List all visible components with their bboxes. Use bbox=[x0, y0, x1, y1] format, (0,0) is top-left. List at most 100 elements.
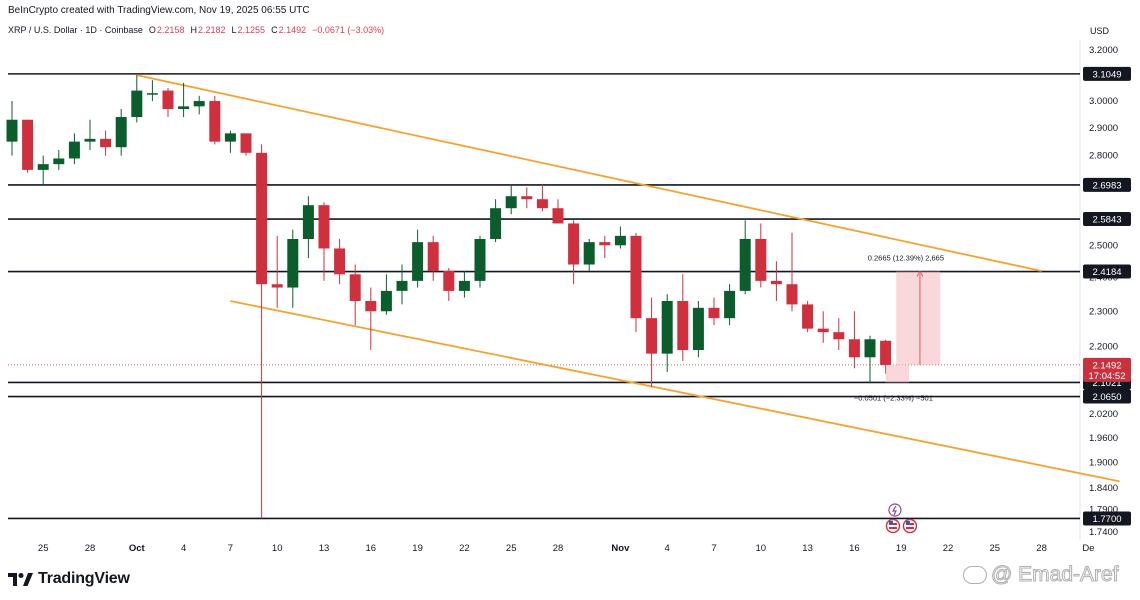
x-tick-label: 4 bbox=[181, 543, 186, 554]
measure-up-arrowhead bbox=[916, 270, 924, 277]
candle-body bbox=[427, 242, 439, 272]
channel-upper-line bbox=[136, 74, 1042, 272]
tradingview-logo-icon bbox=[8, 573, 33, 586]
candle-body bbox=[708, 307, 720, 319]
logo-text: TradingView bbox=[38, 570, 130, 587]
candle-body bbox=[770, 280, 782, 285]
x-tick-label: 19 bbox=[896, 543, 907, 554]
low-value: 2.1255 bbox=[237, 25, 266, 35]
open-label: O bbox=[148, 25, 156, 35]
x-tick-label: 25 bbox=[506, 543, 517, 554]
symbol-name: XRP / U.S. Dollar · 1D · Coinbase bbox=[8, 25, 143, 35]
x-tick-label: Nov bbox=[611, 543, 630, 554]
candle-body bbox=[6, 119, 18, 142]
candle-body bbox=[302, 205, 314, 239]
x-tick-label: 7 bbox=[711, 543, 716, 554]
high-value: 2.2182 bbox=[197, 25, 226, 35]
flag-stripe bbox=[905, 527, 914, 529]
currency-label: USD bbox=[1090, 26, 1110, 36]
candle-body bbox=[614, 235, 626, 246]
y-tick-label: 2.2000 bbox=[1089, 341, 1118, 352]
level-price-label: 2.0650 bbox=[1092, 392, 1121, 403]
candle-body bbox=[505, 196, 517, 209]
flag-canton bbox=[905, 521, 910, 525]
countdown-label: 17:04:52 bbox=[1089, 371, 1126, 382]
level-price-tag bbox=[1083, 212, 1131, 227]
x-tick-label: 4 bbox=[665, 543, 670, 554]
y-tick-label: 1.8400 bbox=[1089, 483, 1118, 494]
flag-stripe bbox=[888, 527, 897, 529]
level-price-tag bbox=[1083, 177, 1131, 192]
close-value: 2.1492 bbox=[278, 25, 307, 35]
candle-body bbox=[396, 280, 408, 291]
x-tick-label: 25 bbox=[38, 543, 49, 554]
x-tick-label: 22 bbox=[459, 543, 470, 554]
candle-body bbox=[287, 238, 299, 288]
candle-body bbox=[318, 205, 330, 249]
x-tick-label: 28 bbox=[1036, 543, 1047, 554]
tradingview-logo[interactable]: TradingView bbox=[8, 570, 130, 588]
watermark: @ Emad-Aref bbox=[963, 563, 1119, 587]
candle-body bbox=[536, 199, 548, 209]
chat-bubble-icon bbox=[963, 566, 987, 584]
x-tick-label: 16 bbox=[849, 543, 860, 554]
level-price-label: 1.7700 bbox=[1092, 514, 1121, 525]
candle-body bbox=[458, 280, 470, 291]
x-tick-label: 28 bbox=[553, 543, 564, 554]
level-price-label: 3.1049 bbox=[1092, 69, 1121, 80]
candle-body bbox=[131, 90, 143, 118]
candle-body bbox=[37, 164, 49, 170]
candle-body bbox=[677, 301, 689, 351]
x-tick-label: 7 bbox=[228, 543, 233, 554]
candle-body bbox=[271, 284, 283, 288]
candle-body bbox=[380, 290, 392, 312]
candle-body bbox=[490, 208, 502, 239]
candle-body bbox=[630, 235, 642, 319]
channel-lower-line bbox=[230, 300, 1120, 483]
measure-up-box bbox=[896, 271, 941, 365]
measure-up-label: 0.2665 (12.39%) 2,665 bbox=[868, 254, 944, 263]
level-price-tag bbox=[1083, 511, 1131, 526]
y-tick-label: 1.7900 bbox=[1089, 505, 1118, 516]
candle-body bbox=[178, 106, 190, 110]
close-label: C bbox=[271, 25, 278, 35]
y-tick-label: 2.3000 bbox=[1089, 306, 1118, 317]
candle-body bbox=[864, 339, 876, 358]
candle-body bbox=[880, 340, 892, 365]
candle-body bbox=[661, 301, 673, 354]
x-tick-label: 13 bbox=[319, 543, 330, 554]
high-label: H bbox=[190, 25, 197, 35]
x-tick-label: 13 bbox=[802, 543, 813, 554]
watermark-text: @ Emad-Aref bbox=[991, 563, 1120, 587]
candle-body bbox=[443, 271, 455, 291]
candle-body bbox=[224, 133, 236, 142]
candle-body bbox=[802, 304, 814, 329]
x-tick-label: 22 bbox=[943, 543, 954, 554]
candle-body bbox=[817, 328, 829, 333]
candle-body bbox=[256, 152, 268, 285]
x-tick-label: 16 bbox=[366, 543, 377, 554]
candle-body bbox=[583, 242, 595, 265]
symbol-legend: XRP / U.S. Dollar · 1D · Coinbase O2.215… bbox=[8, 25, 385, 35]
y-tick-label: 2.8000 bbox=[1089, 151, 1118, 162]
candle-body bbox=[240, 133, 252, 153]
y-tick-label: 2.9000 bbox=[1089, 123, 1118, 134]
y-tick-label: 3.0000 bbox=[1089, 96, 1118, 107]
candle-body bbox=[474, 238, 486, 281]
candle-body bbox=[599, 242, 611, 246]
candle-body bbox=[53, 158, 65, 165]
lightning-event-icon bbox=[888, 503, 902, 517]
candle-body bbox=[646, 318, 658, 354]
current-price-label: 2.1492 bbox=[1092, 360, 1121, 371]
candle-body bbox=[193, 101, 205, 107]
candle-body bbox=[521, 196, 533, 200]
level-price-label: 2.4184 bbox=[1092, 267, 1121, 278]
y-tick-label: 2.5000 bbox=[1089, 240, 1118, 251]
candle-body bbox=[22, 119, 34, 170]
flag-canton bbox=[888, 521, 893, 525]
level-price-tag bbox=[1083, 66, 1131, 81]
y-tick-label: 1.9000 bbox=[1089, 457, 1118, 468]
level-price-label: 2.1021 bbox=[1092, 378, 1121, 389]
candle-body bbox=[552, 208, 564, 224]
